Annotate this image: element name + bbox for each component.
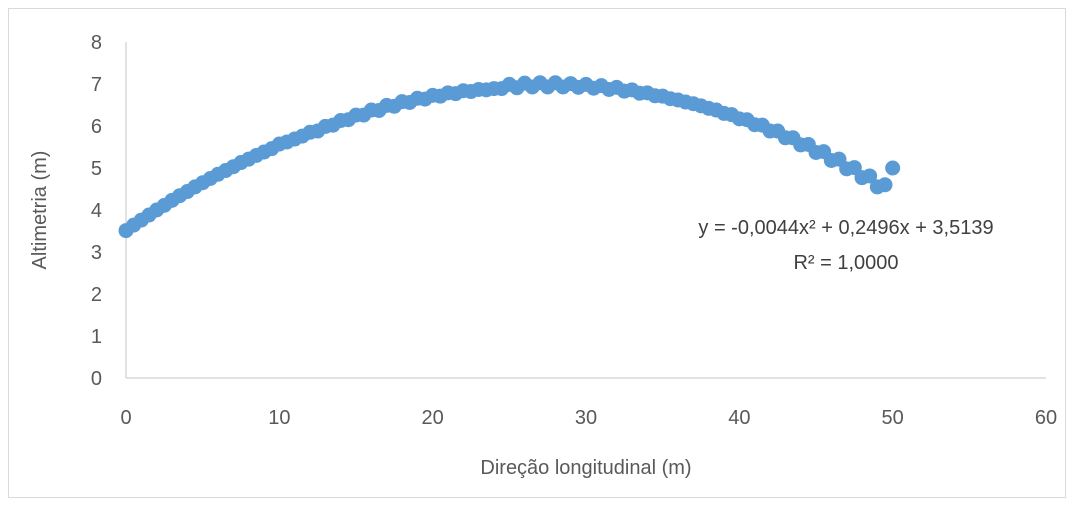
- trendline-equation: y = -0,0044x² + 0,2496x + 3,5139: [698, 217, 993, 239]
- y-tick-label: 4: [91, 200, 102, 222]
- y-tick-label: 1: [91, 326, 102, 348]
- y-tick-labels: 0 1 2 3 4 5 6 7 8: [91, 32, 102, 390]
- y-tick-label: 0: [91, 368, 102, 390]
- x-tick-label: 40: [728, 407, 750, 429]
- y-tick-label: 8: [91, 32, 102, 54]
- x-tick-label: 10: [268, 407, 290, 429]
- x-tick-label: 0: [120, 407, 131, 429]
- data-points: [118, 75, 901, 239]
- y-tick-label: 3: [91, 242, 102, 264]
- x-tick-label: 50: [882, 407, 904, 429]
- x-tick-label: 60: [1035, 407, 1057, 429]
- r-squared-label: R² = 1,0000: [793, 252, 898, 274]
- data-point: [846, 160, 862, 176]
- x-tick-label: 20: [422, 407, 444, 429]
- axes: [125, 42, 1046, 379]
- y-tick-label: 7: [91, 74, 102, 96]
- x-axis-title: Direção longitudinal (m): [480, 457, 691, 479]
- data-point: [862, 168, 878, 184]
- y-tick-label: 2: [91, 284, 102, 306]
- data-point: [885, 160, 901, 176]
- x-tick-labels: 0 10 20 30 40 50 60: [120, 407, 1057, 429]
- y-tick-label: 5: [91, 158, 102, 180]
- x-tick-label: 30: [575, 407, 597, 429]
- data-point: [877, 177, 893, 193]
- y-tick-label: 6: [91, 116, 102, 138]
- y-axis-title: Altimetria (m): [29, 151, 51, 270]
